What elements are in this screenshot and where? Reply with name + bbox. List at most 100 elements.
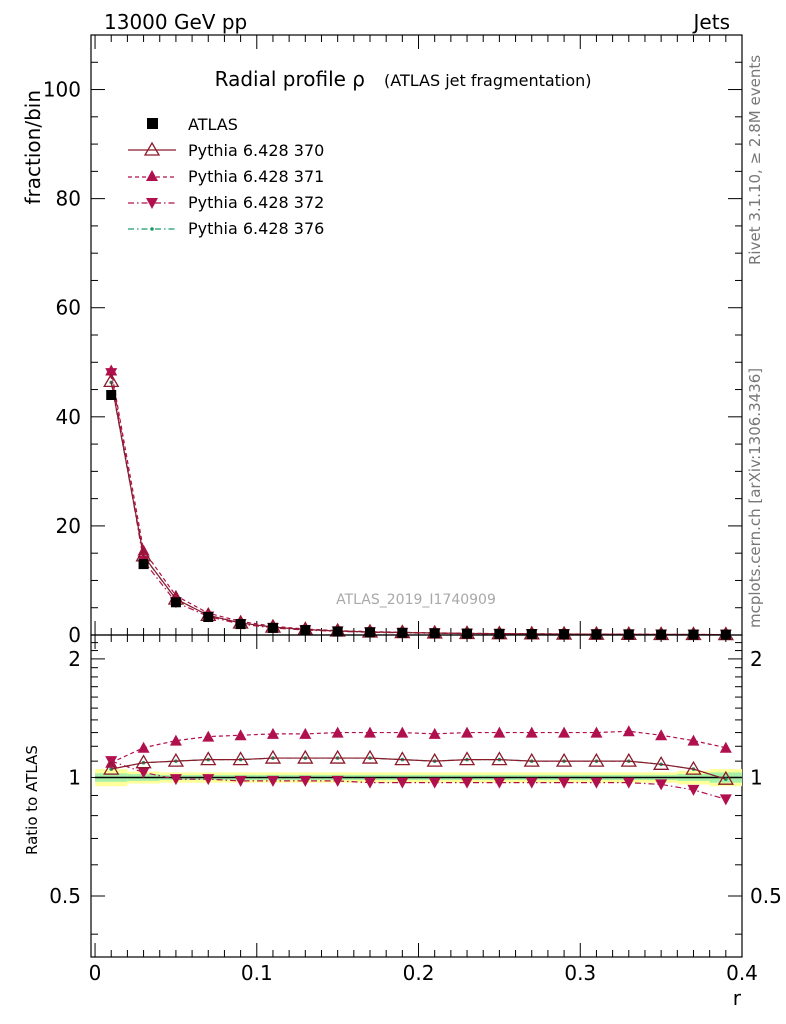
main-y-axis-label: fraction/bin [21, 90, 45, 205]
ratio-point-pythia-6-428-371 [622, 725, 635, 737]
x-tick-label: 0.2 [403, 961, 435, 985]
header-left-label: 13000 GeV pp [104, 10, 247, 34]
ratio-plot-panel: Ratio to ATLAS r 0.5 0.5 1 1 2 2 0 0.1 0.2 0.3 0.4 [23, 634, 782, 1010]
ratio-point-pythia-6-428-370 [620, 752, 637, 767]
ratio-point-pythia-6-428-371 [299, 727, 312, 739]
ratio-point-pythia-6-428-371 [234, 729, 247, 741]
header-right-label: Jets [692, 10, 730, 34]
ratio-point-pythia-6-428-370 [394, 751, 411, 766]
ratio-point-pythia-6-428-370 [329, 749, 346, 764]
ratio-point-pythia-6-428-370 [491, 751, 508, 766]
ratio-y-tick-label-right: 0.5 [750, 884, 782, 908]
ratio-point-pythia-6-428-370 [426, 752, 443, 767]
ratio-y-tick-label: 2 [68, 647, 81, 671]
ratio-point-pythia-6-428-372 [234, 775, 247, 787]
ratio-point-pythia-6-428-371 [396, 726, 409, 738]
main-point-atlas [559, 629, 570, 640]
ratio-point-pythia-6-428-372 [137, 767, 150, 779]
legend-label-370: Pythia 6.428 370 [188, 141, 324, 160]
x-axis-label: r [733, 986, 742, 1010]
ratio-point-pythia-6-428-370 [458, 751, 476, 766]
main-point-atlas [462, 628, 473, 639]
ratio-point-pythia-6-428-370 [167, 752, 185, 767]
ratio-point-pythia-6-428-370 [361, 749, 379, 764]
ratio-point-pythia-6-428-372 [331, 775, 344, 787]
ratio-point-pythia-6-428-372 [590, 777, 603, 789]
main-point-atlas [429, 628, 440, 639]
ratio-point-pythia-6-428-371 [461, 726, 474, 738]
analysis-watermark: ATLAS_2019_I1740909 [336, 592, 496, 608]
ratio-point-pythia-6-428-371 [169, 734, 182, 746]
ratio-point-pythia-6-428-372 [622, 777, 635, 789]
ratio-point-pythia-6-428-372 [396, 777, 409, 789]
ratio-point-pythia-6-428-371 [719, 741, 732, 753]
x-tick-label: 0.1 [241, 961, 273, 985]
mcplots-label: mcplots.cern.ch [arXiv:1306.3436] [746, 368, 764, 628]
main-point-atlas [170, 597, 181, 608]
main-y-tick-label: 0 [68, 623, 81, 647]
legend-marker-371 [146, 170, 158, 181]
ratio-point-pythia-6-428-372 [719, 794, 732, 806]
legend: ATLAS Pythia 6.428 370 Pythia 6.428 371 … [128, 115, 324, 238]
ratio-y-axis-label: Ratio to ATLAS [23, 745, 41, 855]
legend-marker-372 [146, 198, 158, 209]
ratio-point-pythia-6-428-372 [461, 777, 474, 789]
ratio-point-pythia-6-428-371 [493, 726, 506, 738]
ratio-y-tick-label: 0.5 [49, 884, 81, 908]
legend-marker-atlas [147, 118, 158, 129]
legend-label-376: Pythia 6.428 376 [188, 219, 324, 238]
main-point-atlas [526, 629, 537, 640]
main-y-tick-label: 40 [56, 405, 81, 429]
ratio-point-pythia-6-428-372 [428, 777, 441, 789]
main-point-atlas [106, 390, 117, 400]
ratio-series-line-pythia-6-428-371 [110, 730, 726, 764]
main-point-atlas [203, 612, 214, 622]
ratio-series-line-pythia-6-428-372 [111, 760, 726, 800]
x-tick-label: 0.4 [726, 961, 758, 985]
x-tick-label: 0.3 [564, 961, 596, 985]
main-y-tick-label: 20 [56, 514, 81, 538]
ratio-point-pythia-6-428-372 [169, 774, 182, 786]
main-y-tick-label: 100 [43, 78, 81, 102]
ratio-point-pythia-6-428-372 [364, 777, 376, 789]
main-plot-panel: fraction/bin Radial profile ρ (ATLAS jet… [21, 34, 743, 647]
ratio-point-pythia-6-428-371 [590, 726, 603, 738]
main-point-atlas [365, 627, 375, 638]
ratio-plot-frame [90, 634, 743, 958]
main-y-tick-label: 80 [56, 187, 81, 211]
ratio-point-pythia-6-428-370 [523, 752, 540, 767]
ratio-point-pythia-6-428-370 [200, 751, 217, 766]
ratio-point-pythia-6-428-370 [103, 760, 120, 775]
ratio-point-pythia-6-428-371 [655, 729, 668, 741]
ratio-point-pythia-6-428-370 [717, 770, 734, 785]
ratio-point-pythia-6-428-371 [558, 726, 571, 738]
legend-label-372: Pythia 6.428 372 [188, 193, 324, 212]
rivet-version-label: Rivet 3.1.10, ≥ 2.8M events [746, 55, 764, 265]
legend-label-371: Pythia 6.428 371 [188, 167, 324, 186]
legend-marker-376 [150, 227, 154, 231]
ratio-series-line-pythia-6-428-370 [111, 757, 727, 780]
main-y-tick-label: 60 [56, 296, 81, 320]
ratio-point-pythia-6-428-371 [428, 727, 441, 739]
main-point-atlas [494, 628, 505, 639]
main-point-atlas [267, 622, 278, 633]
main-point-atlas [138, 559, 149, 570]
ratio-point-pythia-6-428-372 [202, 774, 215, 786]
main-point-pythia-6-428-371 [105, 364, 118, 376]
main-point-atlas [235, 619, 246, 630]
ratio-point-pythia-6-428-371 [687, 734, 700, 746]
ratio-y-tick-label-right: 2 [750, 647, 763, 671]
main-point-atlas [397, 627, 408, 638]
ratio-point-pythia-6-428-370 [555, 752, 573, 767]
main-point-atlas [591, 629, 602, 640]
ratio-point-pythia-6-428-370 [264, 749, 282, 764]
ratio-point-pythia-6-428-372 [266, 775, 279, 787]
ratio-point-pythia-6-428-371 [525, 726, 538, 738]
ratio-point-pythia-6-428-372 [299, 775, 312, 787]
ratio-point-pythia-6-428-370 [652, 755, 670, 770]
ratio-point-pythia-6-428-372 [525, 777, 538, 789]
ratio-point-pythia-6-428-372 [558, 777, 571, 789]
ratio-point-pythia-6-428-371 [137, 741, 150, 753]
ratio-point-pythia-6-428-372 [687, 784, 700, 796]
